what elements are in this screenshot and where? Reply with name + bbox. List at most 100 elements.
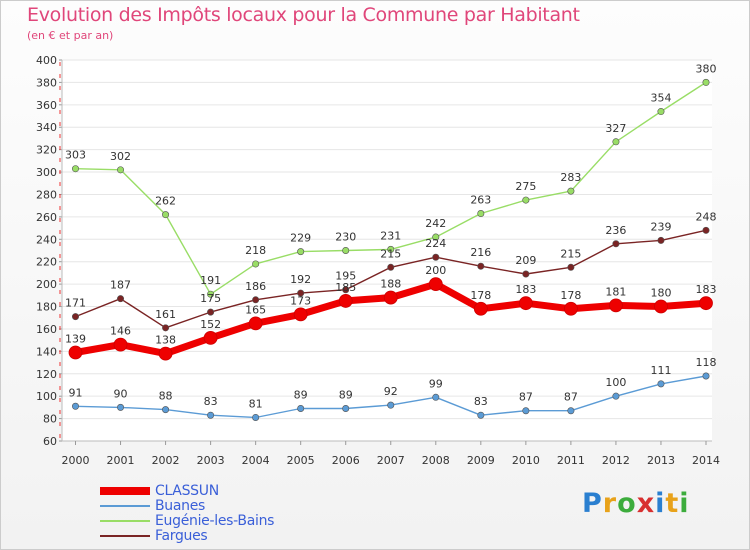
y-tick-label: 60 bbox=[43, 435, 57, 448]
x-tick-label: 2012 bbox=[602, 454, 630, 467]
data-point-classun bbox=[428, 277, 443, 292]
y-tick-label: 240 bbox=[36, 233, 57, 246]
legend-label-buanes: Buanes bbox=[155, 498, 206, 514]
data-point-eug-nie-les-bains bbox=[162, 211, 170, 219]
data-point-buanes bbox=[162, 406, 170, 414]
data-label-eug-nie-les-bains: 218 bbox=[245, 244, 266, 257]
y-tick-label: 180 bbox=[36, 301, 57, 314]
legend-swatch-buanes bbox=[100, 505, 150, 507]
data-label-fargues: 161 bbox=[155, 308, 176, 321]
y-tick-label: 260 bbox=[36, 211, 57, 224]
data-point-buanes bbox=[342, 405, 350, 413]
data-point-eug-nie-les-bains bbox=[72, 165, 80, 173]
data-point-fargues bbox=[612, 240, 620, 248]
data-point-buanes bbox=[477, 411, 485, 419]
data-point-classun bbox=[609, 298, 623, 313]
data-point-classun bbox=[158, 346, 173, 361]
data-point-fargues bbox=[342, 286, 350, 294]
data-point-classun bbox=[338, 294, 353, 308]
data-label-fargues: 224 bbox=[425, 237, 446, 250]
data-label-classun: 180 bbox=[650, 287, 671, 300]
data-label-fargues: 195 bbox=[335, 270, 356, 283]
data-label-eug-nie-les-bains: 263 bbox=[470, 194, 491, 207]
data-label-eug-nie-les-bains: 229 bbox=[290, 232, 311, 245]
data-label-buanes: 87 bbox=[519, 391, 533, 404]
data-label-eug-nie-les-bains: 262 bbox=[155, 195, 176, 208]
data-point-classun bbox=[473, 301, 488, 316]
y-tick-label: 400 bbox=[36, 54, 57, 67]
x-tick-label: 2009 bbox=[467, 454, 495, 467]
data-label-eug-nie-les-bains: 191 bbox=[200, 274, 221, 287]
data-label-buanes: 87 bbox=[564, 391, 578, 404]
x-tick-label: 2000 bbox=[62, 454, 90, 467]
data-label-classun: 152 bbox=[200, 318, 221, 331]
x-tick-label: 2014 bbox=[692, 454, 720, 467]
data-label-classun: 146 bbox=[110, 325, 131, 338]
y-tick-label: 120 bbox=[36, 368, 57, 381]
data-point-buanes bbox=[612, 392, 620, 400]
data-label-eug-nie-les-bains: 231 bbox=[380, 229, 401, 242]
data-point-fargues bbox=[72, 313, 80, 321]
data-label-buanes: 81 bbox=[249, 397, 263, 410]
data-point-classun bbox=[113, 337, 128, 352]
data-point-buanes bbox=[207, 411, 215, 419]
data-point-eug-nie-les-bains bbox=[657, 108, 665, 116]
data-point-buanes bbox=[387, 401, 395, 409]
x-tick-label: 2004 bbox=[242, 454, 270, 467]
y-tick-label: 100 bbox=[36, 390, 57, 403]
data-label-fargues: 216 bbox=[470, 246, 491, 259]
data-label-classun: 178 bbox=[560, 289, 581, 302]
data-point-buanes bbox=[702, 372, 710, 380]
data-point-eug-nie-les-bains bbox=[252, 260, 260, 268]
data-label-classun: 173 bbox=[290, 294, 311, 307]
data-label-buanes: 83 bbox=[204, 395, 218, 408]
data-point-buanes bbox=[657, 380, 665, 388]
y-tick-label: 220 bbox=[36, 256, 57, 269]
data-label-buanes: 100 bbox=[605, 376, 626, 389]
data-label-fargues: 215 bbox=[380, 247, 401, 260]
data-point-fargues bbox=[657, 236, 665, 244]
data-label-classun: 138 bbox=[155, 334, 176, 347]
data-label-fargues: 175 bbox=[200, 292, 221, 305]
data-label-classun: 165 bbox=[245, 303, 266, 316]
data-point-eug-nie-les-bains bbox=[567, 187, 575, 195]
data-point-eug-nie-les-bains bbox=[477, 210, 485, 218]
x-tick-label: 2001 bbox=[107, 454, 135, 467]
data-label-fargues: 239 bbox=[650, 220, 671, 233]
data-point-classun bbox=[68, 345, 83, 360]
y-tick-label: 160 bbox=[36, 323, 57, 336]
x-tick-label: 2002 bbox=[152, 454, 180, 467]
y-tick-label: 300 bbox=[36, 166, 57, 179]
data-label-eug-nie-les-bains: 380 bbox=[696, 62, 717, 75]
data-point-eug-nie-les-bains bbox=[342, 247, 350, 255]
data-point-fargues bbox=[567, 263, 575, 271]
data-label-eug-nie-les-bains: 302 bbox=[110, 150, 131, 163]
data-point-eug-nie-les-bains bbox=[207, 290, 215, 298]
data-point-classun bbox=[563, 301, 578, 316]
data-label-classun: 185 bbox=[335, 281, 356, 294]
data-point-eug-nie-les-bains bbox=[297, 248, 305, 256]
data-point-fargues bbox=[252, 296, 260, 304]
y-tick-label: 380 bbox=[36, 76, 57, 89]
data-point-eug-nie-les-bains bbox=[612, 138, 620, 146]
y-tick-label: 340 bbox=[36, 121, 57, 134]
data-label-classun: 183 bbox=[515, 283, 536, 296]
data-label-buanes: 92 bbox=[384, 385, 398, 398]
data-label-buanes: 90 bbox=[114, 387, 128, 400]
data-point-buanes bbox=[252, 413, 260, 421]
y-tick-label: 140 bbox=[36, 345, 57, 358]
x-tick-label: 2006 bbox=[332, 454, 360, 467]
x-tick-label: 2010 bbox=[512, 454, 540, 467]
data-point-fargues bbox=[387, 263, 395, 271]
data-label-fargues: 248 bbox=[696, 210, 717, 223]
data-point-classun bbox=[383, 290, 398, 305]
data-label-eug-nie-les-bains: 275 bbox=[515, 180, 536, 193]
data-point-classun bbox=[518, 296, 533, 311]
data-point-classun bbox=[293, 307, 308, 322]
y-tick-label: 200 bbox=[36, 278, 57, 291]
data-label-eug-nie-les-bains: 303 bbox=[65, 149, 86, 162]
y-tick-label: 320 bbox=[36, 144, 57, 157]
data-label-eug-nie-les-bains: 283 bbox=[560, 171, 581, 184]
data-label-fargues: 187 bbox=[110, 279, 131, 292]
data-label-buanes: 83 bbox=[474, 395, 488, 408]
